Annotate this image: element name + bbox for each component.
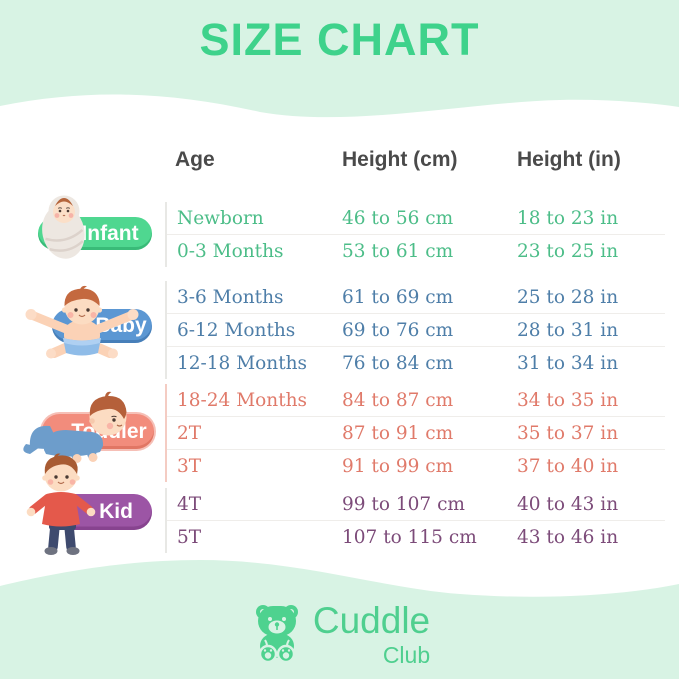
header-age: Age xyxy=(175,148,215,171)
size-group-baby: 3-6 Months 61 to 69 cm 25 to 28 in 6-12 … xyxy=(165,281,665,379)
age-cell: 12-18 Months xyxy=(177,352,308,374)
height-in-cell: 18 to 23 in xyxy=(517,207,619,229)
height-cm-cell: 107 to 115 cm xyxy=(342,526,477,548)
brand-logo: Cuddle Club xyxy=(0,600,679,669)
height-in-cell: 35 to 37 in xyxy=(517,422,619,444)
standing-kid-illustration-icon xyxy=(26,453,96,555)
height-cm-cell: 53 to 61 cm xyxy=(342,240,454,262)
height-in-cell: 23 to 25 in xyxy=(517,240,619,262)
brand-name: Cuddle xyxy=(312,600,431,641)
table-row: 12-18 Months 76 to 84 cm 31 to 34 in xyxy=(167,346,665,379)
age-cell: Newborn xyxy=(177,207,264,229)
table-row: 4T 99 to 107 cm 40 to 43 in xyxy=(167,488,665,520)
height-cm-cell: 99 to 107 cm xyxy=(342,493,465,515)
sitting-baby-illustration-icon xyxy=(25,285,139,359)
age-cell: 5T xyxy=(177,526,202,548)
brand-text: Cuddle Club xyxy=(312,600,431,669)
table-header-row: Age Height (cm) Height (in) xyxy=(165,148,670,172)
crawling-toddler-illustration-icon xyxy=(23,391,127,463)
age-cell: 0-3 Months xyxy=(177,240,284,262)
size-group-toddler: 18-24 Months 84 to 87 cm 34 to 35 in 2T … xyxy=(165,384,665,482)
table-row: 0-3 Months 53 to 61 cm 23 to 25 in xyxy=(167,234,665,267)
brand-suffix: Club xyxy=(382,641,431,668)
height-in-cell: 43 to 46 in xyxy=(517,526,619,548)
height-cm-cell: 76 to 84 cm xyxy=(342,352,454,374)
height-cm-cell: 91 to 99 cm xyxy=(342,455,454,477)
age-cell: 3T xyxy=(177,455,202,477)
table-row: 5T 107 to 115 cm 43 to 46 in xyxy=(167,520,665,553)
page-title: SIZE CHART xyxy=(199,14,480,65)
teddy-bear-icon xyxy=(255,605,298,664)
height-cm-cell: 84 to 87 cm xyxy=(342,389,454,411)
height-in-cell: 28 to 31 in xyxy=(517,319,619,341)
height-cm-cell: 69 to 76 cm xyxy=(342,319,454,341)
size-group-kid: 4T 99 to 107 cm 40 to 43 in 5T 107 to 11… xyxy=(165,488,665,553)
header-height-in: Height (in) xyxy=(517,148,621,171)
kid-group-label: Kid xyxy=(99,500,133,523)
age-cell: 2T xyxy=(177,422,202,444)
table-row: 3T 91 to 99 cm 37 to 40 in xyxy=(167,449,665,482)
height-in-cell: 34 to 35 in xyxy=(517,389,619,411)
height-in-cell: 37 to 40 in xyxy=(517,455,619,477)
height-cm-cell: 61 to 69 cm xyxy=(342,286,454,308)
age-cell: 6-12 Months xyxy=(177,319,296,341)
height-in-cell: 31 to 34 in xyxy=(517,352,619,374)
age-cell: 18-24 Months xyxy=(177,389,308,411)
table-row: 6-12 Months 69 to 76 cm 28 to 31 in xyxy=(167,313,665,346)
age-cell: 4T xyxy=(177,493,202,515)
swaddled-infant-illustration-icon xyxy=(42,195,85,259)
height-in-cell: 40 to 43 in xyxy=(517,493,619,515)
table-row: 3-6 Months 61 to 69 cm 25 to 28 in xyxy=(167,281,665,313)
size-group-infant: Newborn 46 to 56 cm 18 to 23 in 0-3 Mont… xyxy=(165,202,665,267)
infant-group-label: Infant xyxy=(81,221,139,245)
table-row: 2T 87 to 91 cm 35 to 37 in xyxy=(167,416,665,449)
header-height-cm: Height (cm) xyxy=(342,148,458,171)
age-cell: 3-6 Months xyxy=(177,286,284,308)
height-in-cell: 25 to 28 in xyxy=(517,286,619,308)
height-cm-cell: 87 to 91 cm xyxy=(342,422,454,444)
height-cm-cell: 46 to 56 cm xyxy=(342,207,454,229)
table-row: 18-24 Months 84 to 87 cm 34 to 35 in xyxy=(167,384,665,416)
table-row: Newborn 46 to 56 cm 18 to 23 in xyxy=(167,202,665,234)
